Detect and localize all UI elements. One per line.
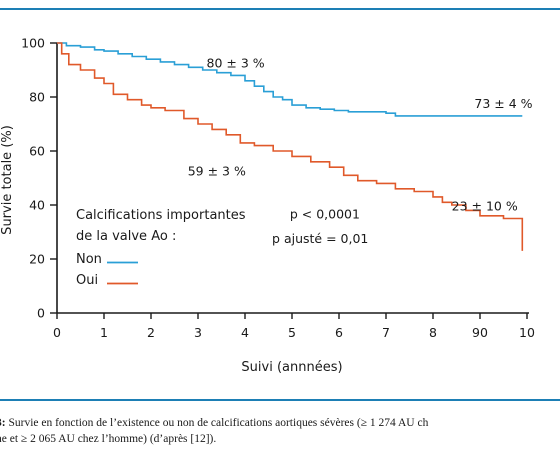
chart-annotation: 23 ± 10 % — [452, 198, 518, 213]
chart-annotation: p ajusté = 0,01 — [272, 231, 368, 246]
x-tick-label: 3 — [194, 325, 202, 340]
chart-series — [57, 42, 524, 251]
x-tick-label: 4 — [241, 325, 249, 340]
chart-annotation: 59 ± 3 % — [188, 163, 246, 178]
y-tick-label: 80 — [29, 90, 45, 105]
survival-chart: 0 20 40 60 80 100 0 1 2 3 4 5 6 7 8 90 10 Suivi (annnées)… — [0, 36, 535, 376]
x-tick-label: 90 — [472, 325, 488, 340]
chart-annotation: 80 ± 3 % — [207, 55, 265, 70]
y-tick-label: 100 — [21, 36, 45, 51]
legend-label-non: Non — [76, 252, 102, 267]
x-tick-label: 6 — [335, 325, 343, 340]
chart-annotation: 73 ± 4 % — [474, 96, 532, 111]
series-line-oui — [57, 42, 524, 251]
figure-caption: 3: Survie en fonction de l’existence ou … — [0, 415, 560, 447]
chart-axes: 0 20 40 60 80 100 0 1 2 3 4 5 6 7 8 90 10 Suivi (annnées)… — [0, 36, 535, 376]
x-tick-label: 0 — [53, 325, 61, 340]
caption-line-1: Survie en fonction de l’existence ou non… — [5, 417, 429, 429]
y-axis-title: Survie totale (%) — [0, 125, 15, 235]
top-divider — [0, 8, 560, 10]
y-tick-label: 0 — [37, 306, 45, 321]
x-tick-label: 2 — [147, 325, 155, 340]
x-tick-label: 5 — [288, 325, 296, 340]
caption-number: 3: — [0, 417, 6, 429]
x-tick-label: 8 — [429, 325, 437, 340]
legend-title: de la valve Ao : — [76, 229, 176, 244]
y-tick-label: 40 — [29, 198, 45, 213]
series-line-non — [57, 42, 523, 117]
y-tick-label: 20 — [29, 252, 45, 267]
bottom-divider — [0, 399, 560, 401]
x-axis-title: Suivi (annnées) — [241, 360, 342, 375]
chart-annotations: 80 ± 3 % 73 ± 4 % 59 ± 3 % 23 ± 10 % p < 0,0… — [188, 55, 533, 246]
x-tick-label: 10 — [519, 325, 535, 340]
y-tick-label: 60 — [29, 144, 45, 159]
caption-line-2: ne et ≥ 2 065 AU chez l’homme) (d’après … — [0, 433, 217, 445]
legend-title: Calcifications importantes — [76, 208, 246, 223]
x-tick-label: 7 — [382, 325, 390, 340]
chart-legend: Calcifications importantes de la valve Ao… — [76, 208, 246, 288]
x-tick-label: 1 — [100, 325, 108, 340]
chart-annotation: p < 0,0001 — [290, 207, 360, 222]
legend-label-oui: Oui — [76, 273, 98, 288]
